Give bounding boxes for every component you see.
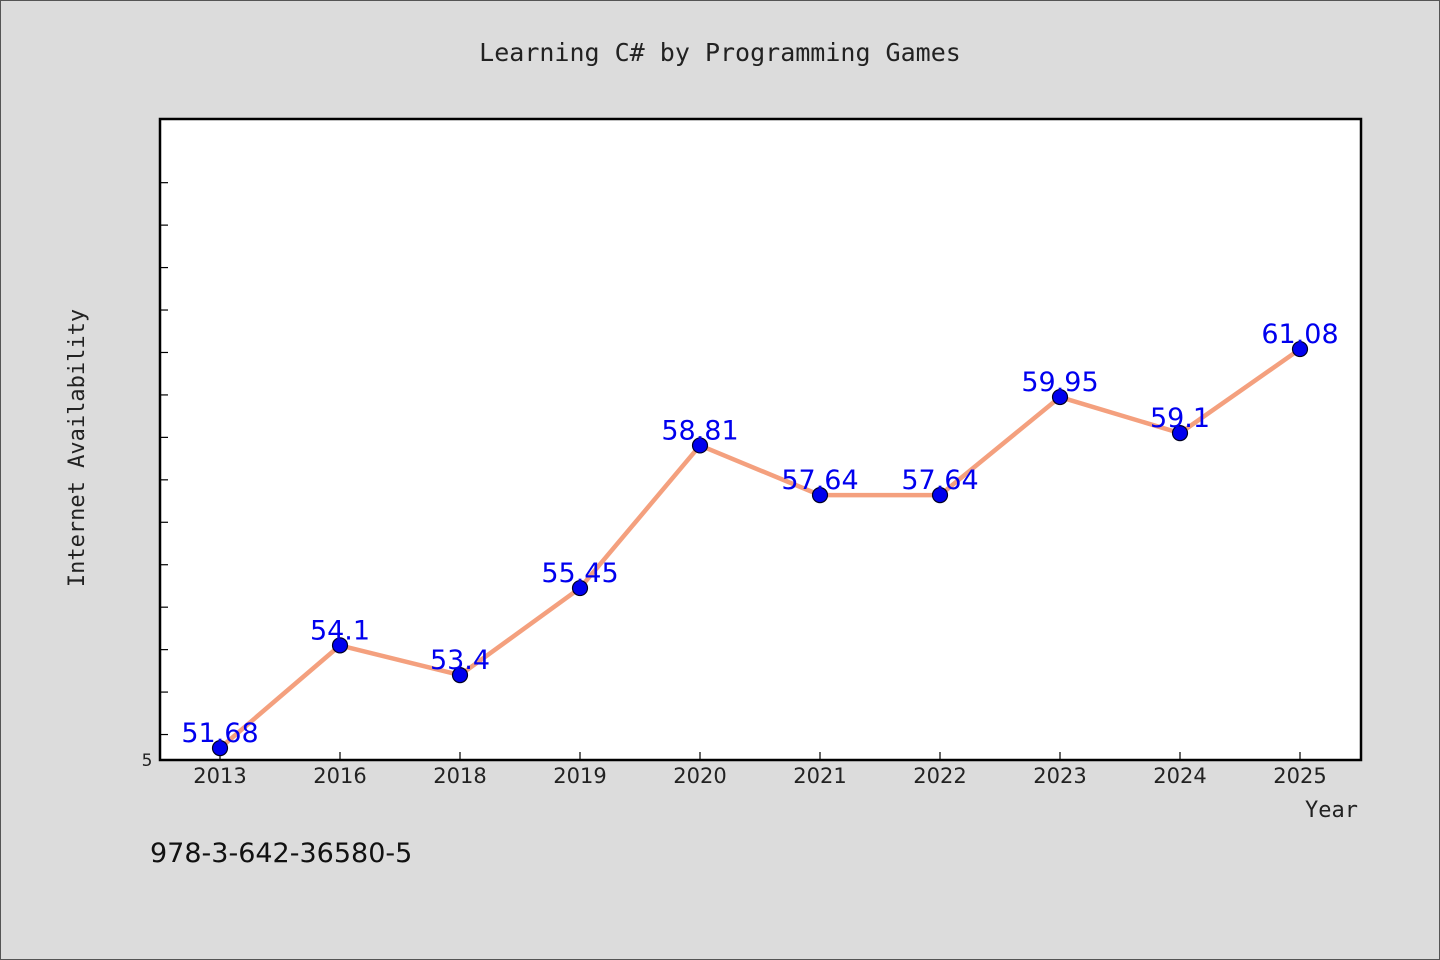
y-tick-label: 5 bbox=[142, 751, 153, 771]
data-label: 61.08 bbox=[1261, 319, 1338, 350]
data-point bbox=[1171, 425, 1189, 442]
y-axis-ticks bbox=[160, 182, 168, 736]
data-point bbox=[331, 637, 349, 654]
data-label: 59.95 bbox=[1021, 367, 1098, 398]
data-point bbox=[811, 487, 829, 504]
x-tick-label: 2024 bbox=[1153, 764, 1206, 788]
chart-title: Learning C# by Programming Games bbox=[479, 38, 961, 67]
x-tick-label: 2022 bbox=[913, 764, 966, 788]
x-tick-label: 2013 bbox=[193, 764, 246, 788]
x-axis-label: Year bbox=[1305, 798, 1358, 823]
data-label: 51.68 bbox=[181, 718, 258, 749]
data-label: 54.1 bbox=[310, 615, 370, 646]
data-point bbox=[1051, 388, 1069, 406]
x-tick-label: 2021 bbox=[793, 764, 846, 788]
data-label: 53.4 bbox=[430, 645, 490, 676]
series-line bbox=[218, 347, 1302, 750]
data-point bbox=[691, 437, 709, 454]
isbn-text: 978-3-642-36580-5 bbox=[150, 838, 412, 869]
data-point bbox=[451, 666, 469, 684]
x-axis-tick-labels: 2013 2016 2018 2019 2020 2021 2022 2023 2024 2025 bbox=[193, 764, 1326, 788]
y-axis-label: Internet Availability bbox=[65, 309, 90, 587]
x-tick-label: 2019 bbox=[553, 764, 606, 788]
data-label: 57.64 bbox=[781, 465, 858, 496]
data-point bbox=[931, 487, 949, 504]
data-label: 58.81 bbox=[661, 415, 738, 446]
data-label: 57.64 bbox=[901, 465, 978, 496]
data-point bbox=[571, 579, 589, 597]
plot-area bbox=[158, 117, 1363, 762]
x-tick-label: 2025 bbox=[1273, 764, 1326, 788]
data-point bbox=[211, 740, 229, 757]
data-point bbox=[1291, 340, 1309, 358]
x-tick-label: 2023 bbox=[1033, 764, 1086, 788]
data-labels: 51.68 54.1 53.4 55.45 58.81 57.64 57.64 59.95 59… bbox=[181, 319, 1338, 749]
data-markers bbox=[211, 340, 1309, 757]
data-label: 55.45 bbox=[541, 558, 618, 589]
x-tick-label: 2016 bbox=[313, 764, 366, 788]
x-tick-label: 2018 bbox=[433, 764, 486, 788]
data-label: 59.1 bbox=[1150, 403, 1210, 434]
x-tick-label: 2020 bbox=[673, 764, 726, 788]
